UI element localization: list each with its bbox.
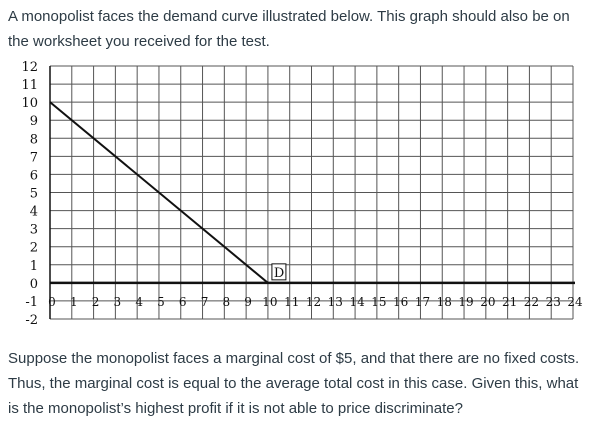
x-tick-label: 10 [262,295,277,309]
y-tick-label: 9 [30,114,38,129]
x-tick-label: 9 [244,295,252,309]
y-tick-label: 6 [30,168,38,183]
x-tick-label: 17 [415,295,430,309]
x-tick-label: 16 [393,295,408,309]
x-tick-label: 22 [524,295,539,309]
y-tick-label: 0 [30,277,38,292]
x-tick-label: 13 [328,295,343,309]
y-tick-label: 4 [30,205,38,220]
demand-label-box [271,263,287,281]
grid-lines [49,65,574,320]
x-tick-label: 20 [480,295,495,309]
y-tick-label: 12 [21,60,38,75]
x-tick-label: 18 [437,295,452,309]
x-tick-label: 15 [371,295,386,309]
question-prompt: Suppose the monopolist faces a marginal … [8,350,580,417]
x-tick-label: 12 [306,295,321,309]
demand-label: D [274,266,284,281]
x-tick-label: 5 [157,295,165,309]
x-tick-label: 1 [70,295,78,309]
y-tick-label: 8 [30,132,38,147]
y-tick-label: -1 [25,295,38,310]
y-tick-label: 1 [30,259,38,274]
x-tick-label: 2 [92,295,100,309]
x-tick-label: 3 [114,295,122,309]
x-tick-label: 11 [284,295,299,309]
y-tick-label: 5 [30,187,38,202]
y-tick-label: 2 [30,241,38,256]
x-tick-label: 8 [223,295,231,309]
question-intro: A monopolist faces the demand curve illu… [8,8,570,50]
x-tick-label: 24 [567,295,583,309]
y-tick-label: 3 [30,223,38,238]
x-tick-label: 14 [349,295,365,309]
x-axis-ticks: 0 1 2 3 4 5 6 7 8 9 10 11 12 13 14 15 16 17 18 19 20 21 22 23 24 [48,295,583,309]
x-tick-label: 19 [458,295,473,309]
x-tick-label: 21 [502,295,517,309]
y-tick-label: 7 [30,150,38,165]
x-tick-label: 7 [201,295,209,309]
y-tick-label: 10 [21,96,38,111]
x-tick-label: 4 [135,295,143,309]
y-tick-label: 11 [21,78,38,93]
x-tick-label: 0 [48,295,56,309]
axes [49,66,575,319]
demand-curve [49,101,269,284]
x-tick-label: 6 [179,295,187,309]
x-tick-label: 23 [546,295,561,309]
y-tick-label: -2 [25,313,38,328]
